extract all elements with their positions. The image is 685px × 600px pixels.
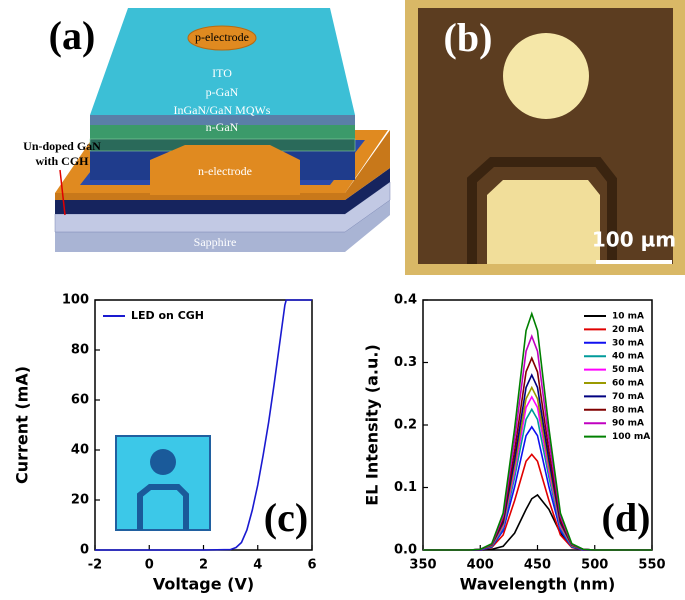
legend-label: 70 mA [612,392,644,402]
legend-label: 10 mA [612,312,644,322]
annotation-arrow [59,169,66,216]
panel-label: (d) [602,495,651,540]
annotation-line: with CGH [35,154,89,168]
y-tick-label: 0.4 [394,293,417,308]
sapphire-label: Sapphire [194,235,237,249]
p-gan-label: p-GaN [206,85,239,99]
undoped-gan-layer [55,168,390,214]
p-electrode-label: p-electrode [195,30,249,44]
device-schematic: p-electrode ITO p-GaN InGaN/GaN MQWs n-G… [23,8,391,252]
x-tick-label: 450 [524,558,551,573]
annotation-line: Un-doped GaN [23,139,101,153]
y-tick-label: 60 [71,393,89,408]
x-tick-label: -2 [88,558,102,573]
inset-mesa [137,484,189,530]
legend-label: 100 mA [612,432,650,442]
legend-label: 50 mA [612,365,644,375]
y-axis-label: EL Intensity (a.u.) [363,344,382,506]
ito-front [90,115,355,125]
y-tick-label: 40 [71,443,89,458]
legend-label: 60 mA [612,379,644,389]
legend-label: 40 mA [612,352,644,362]
y-tick-label: 0.2 [394,418,417,433]
y-tick-label: 80 [71,343,89,358]
x-tick-label: 0 [145,558,154,573]
p-gan-front [90,125,355,139]
mqws-label: InGaN/GaN MQWs [174,103,271,117]
panel-label: (b) [444,15,493,60]
x-tick-label: 4 [253,558,262,573]
legend-label: 30 mA [612,338,644,348]
sapphire-layer [55,200,390,252]
x-axis-label: Wavelength (nm) [460,575,616,594]
mesa-edge [467,157,617,264]
y-tick-label: 100 [62,293,89,308]
p-electrode [187,25,257,51]
n-electrode-pad [150,145,300,195]
ito-top [90,8,355,115]
micrograph: 100 µm (b) [405,0,685,275]
y-tick-label: 0 [80,543,89,558]
x-tick-label: 350 [409,558,436,573]
inset-image [115,435,211,531]
x-tick-label: 550 [638,558,665,573]
y-tick-label: 20 [71,493,89,508]
p-pad [503,33,589,119]
legend-label: 80 mA [612,405,644,415]
series-line [423,311,652,551]
inset-pad [150,449,176,475]
x-tick-label: 400 [467,558,494,573]
y-tick-label: 0.0 [394,543,417,558]
ito-label: ITO [212,66,232,80]
x-axis-label: Voltage (V) [153,575,254,594]
x-tick-label: 500 [581,558,608,573]
x-tick-label: 2 [199,558,208,573]
panel-label: (a) [49,13,96,58]
y-tick-label: 0.3 [394,355,417,370]
x-tick-label: 6 [307,558,316,573]
n-electrode-label: n-electrode [198,164,252,178]
series-line [95,299,312,551]
n-pad [487,180,600,264]
legend-label: 20 mA [612,325,644,335]
y-tick-label: 0.1 [394,480,417,495]
panel-label: (c) [264,495,308,540]
legend-label: 90 mA [612,419,644,429]
legend-label: LED on CGH [131,309,204,322]
y-axis-label: Current (mA) [13,366,32,484]
scale-bar-label: 100 µm [592,228,676,252]
n-gan-label: n-GaN [206,120,239,134]
